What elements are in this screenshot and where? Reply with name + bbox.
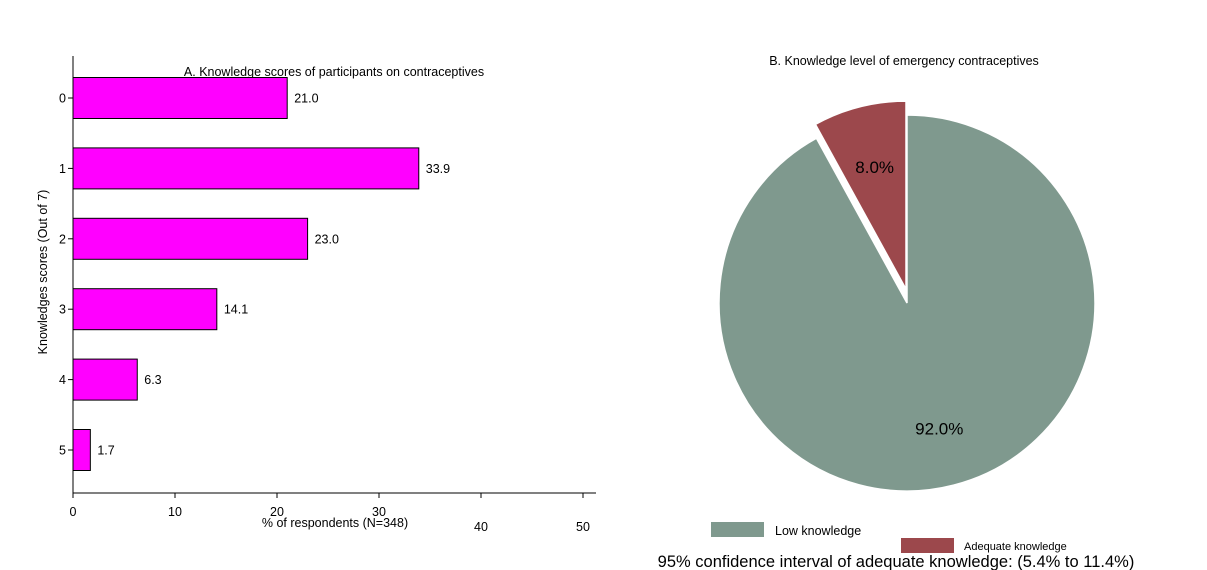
legend: Low knowledge Adequate knowledge — [711, 522, 1067, 553]
x-ticks: 0 10 20 30 40 50 — [70, 493, 590, 534]
pie-slice-label: 92.0% — [915, 420, 963, 439]
legend-label: Adequate knowledge — [964, 541, 1067, 553]
y-axis-label: Knowledges scores (Out of 7) — [36, 190, 50, 355]
bar-value-label: 14.1 — [224, 303, 248, 317]
bar-2 — [72, 217, 309, 260]
bar-value-label: 21.0 — [294, 92, 318, 106]
y-tick-label: 2 — [59, 232, 66, 246]
pie-chart-title: B. Knowledge level of emergency contrace… — [769, 54, 1039, 68]
x-tick-label: 0 — [70, 505, 77, 519]
x-tick-label: 10 — [168, 505, 182, 519]
bar-value-label: 6.3 — [144, 373, 161, 387]
y-tick-label: 3 — [59, 303, 66, 317]
legend-swatch — [711, 522, 764, 537]
x-tick-label: 40 — [474, 520, 488, 534]
pie-chart-panel: B. Knowledge level of emergency contrace… — [658, 54, 1135, 570]
bar-5 — [72, 429, 91, 471]
y-tick-label: 0 — [59, 92, 66, 106]
y-ticks: 0 1 2 3 4 5 — [59, 92, 73, 458]
pie-slice-label: 8.0% — [855, 158, 894, 177]
legend-label: Low knowledge — [775, 524, 861, 538]
bar-3 — [72, 288, 218, 331]
y-tick-label: 4 — [59, 373, 66, 387]
bar-value-label: 1.7 — [97, 444, 114, 458]
pie-slice-low-knowledge — [718, 114, 1096, 492]
x-axis-label: % of respondents (N=348) — [262, 516, 408, 530]
bar-4 — [72, 358, 138, 401]
x-tick-label: 20 — [270, 505, 284, 519]
bar-1 — [72, 147, 420, 190]
bars: 21.0 33.9 23.0 14.1 6.3 1.7 — [72, 77, 450, 471]
bar-value-label: 23.0 — [315, 232, 339, 246]
y-tick-label: 5 — [59, 444, 66, 458]
confidence-interval-note: 95% confidence interval of adequate know… — [658, 553, 1135, 570]
bar-value-label: 33.9 — [426, 162, 450, 176]
legend-swatch — [901, 538, 954, 553]
pie-slice-adequate-knowledge — [814, 100, 907, 290]
x-tick-label: 50 — [576, 520, 590, 534]
y-tick-label: 1 — [59, 162, 66, 176]
x-tick-label: 30 — [372, 505, 386, 519]
bar-0 — [72, 77, 288, 119]
bar-chart-panel: A. Knowledge scores of participants on c… — [36, 56, 596, 534]
bar-chart-title: A. Knowledge scores of participants on c… — [184, 65, 484, 79]
pie: 92.0% 8.0% — [718, 100, 1096, 492]
